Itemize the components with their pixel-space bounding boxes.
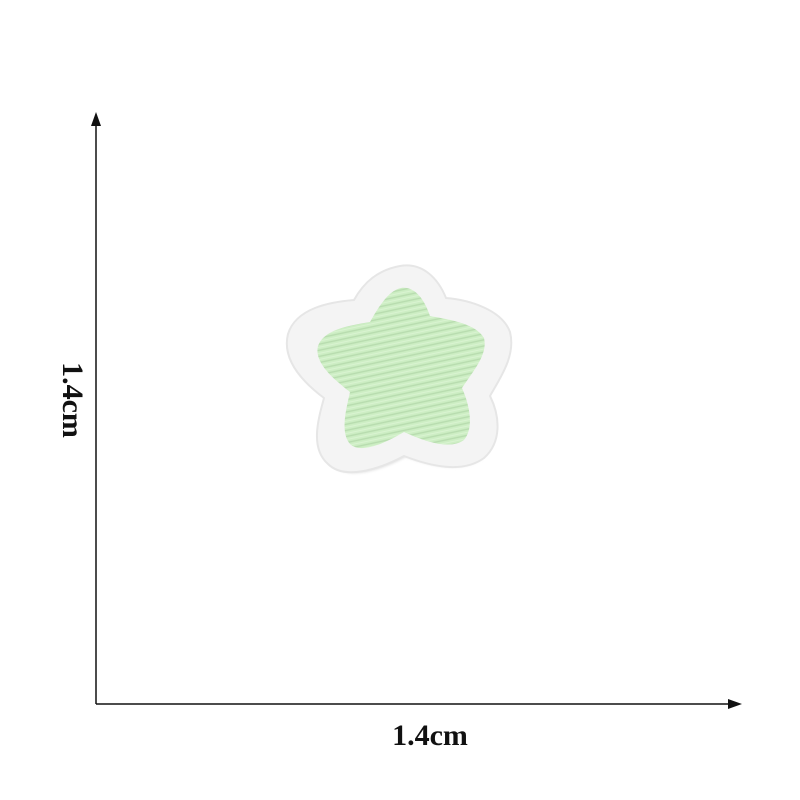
patch-fill — [317, 287, 485, 449]
width-axis — [96, 699, 742, 709]
height-axis-arrowhead — [91, 112, 101, 126]
star-patch — [285, 264, 513, 474]
height-dimension-label: 1.4cm — [56, 362, 89, 438]
width-dimension-label: 1.4cm — [392, 719, 468, 752]
width-axis-arrowhead — [728, 699, 742, 709]
height-axis — [91, 112, 101, 704]
